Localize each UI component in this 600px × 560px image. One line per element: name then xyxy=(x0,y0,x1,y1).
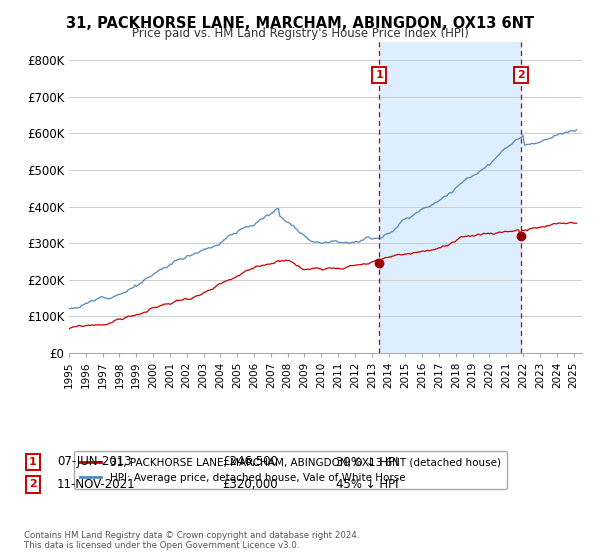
Text: Contains HM Land Registry data © Crown copyright and database right 2024.
This d: Contains HM Land Registry data © Crown c… xyxy=(24,530,359,550)
Text: Price paid vs. HM Land Registry's House Price Index (HPI): Price paid vs. HM Land Registry's House … xyxy=(131,27,469,40)
Text: 07-JUN-2013: 07-JUN-2013 xyxy=(57,455,131,469)
Text: 2: 2 xyxy=(29,479,37,489)
Text: £246,500: £246,500 xyxy=(222,455,278,469)
Text: 45% ↓ HPI: 45% ↓ HPI xyxy=(336,478,398,491)
Bar xyxy=(379,42,521,353)
Text: £320,000: £320,000 xyxy=(222,478,278,491)
Text: 1: 1 xyxy=(375,70,383,80)
Text: 39% ↓ HPI: 39% ↓ HPI xyxy=(336,455,398,469)
Text: 11-NOV-2021: 11-NOV-2021 xyxy=(57,478,136,491)
Legend: 31, PACKHORSE LANE, MARCHAM, ABINGDON, OX13 6NT (detached house), HPI: Average p: 31, PACKHORSE LANE, MARCHAM, ABINGDON, O… xyxy=(74,451,507,489)
Text: 1: 1 xyxy=(29,457,37,467)
Text: 31, PACKHORSE LANE, MARCHAM, ABINGDON, OX13 6NT: 31, PACKHORSE LANE, MARCHAM, ABINGDON, O… xyxy=(66,16,534,31)
Text: 2: 2 xyxy=(517,70,524,80)
